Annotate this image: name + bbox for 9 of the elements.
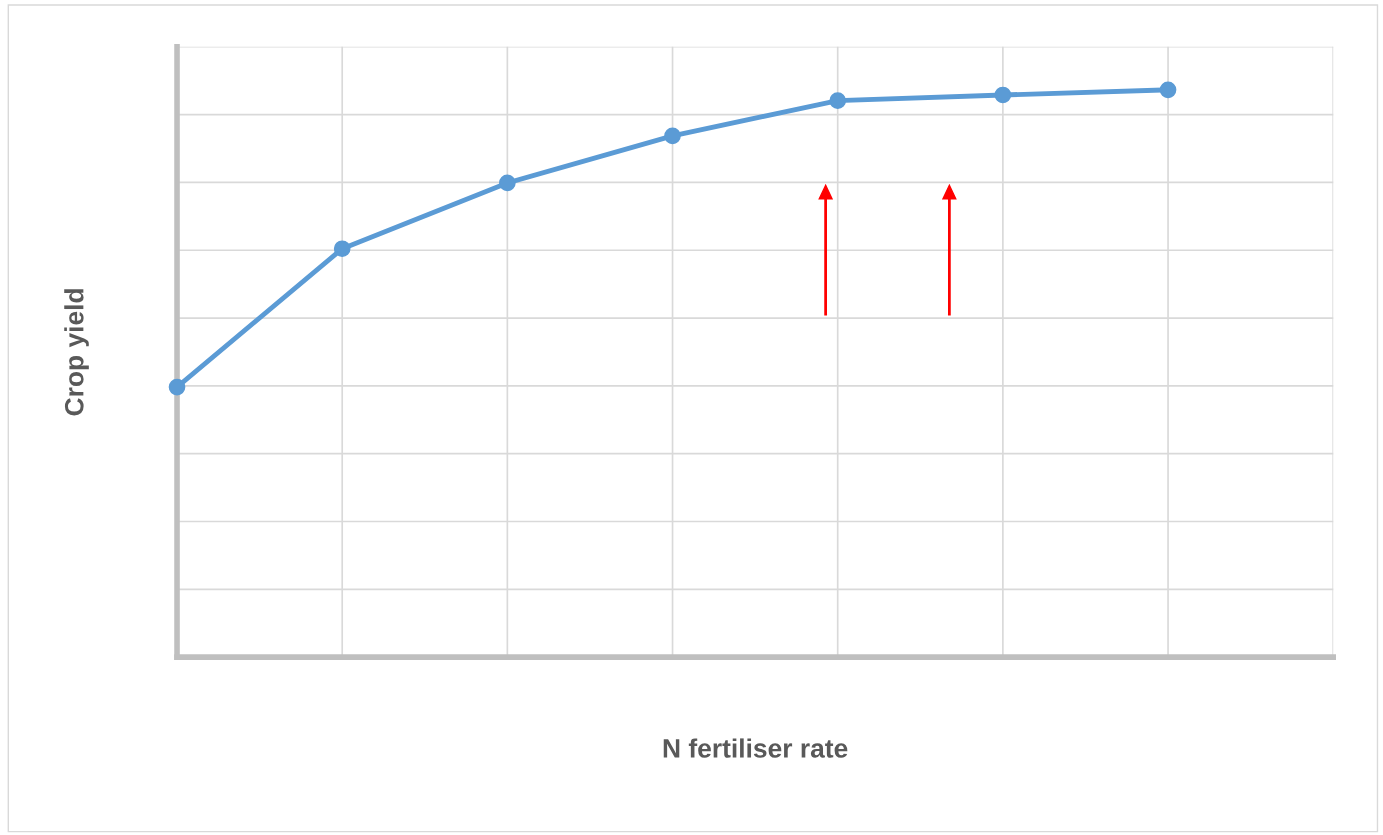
x-axis-title: N fertiliser rate [663, 738, 848, 758]
point [333, 240, 351, 258]
point [664, 127, 681, 145]
point [499, 174, 516, 192]
point [994, 86, 1012, 104]
point [829, 92, 847, 109]
point [168, 378, 186, 396]
point [1159, 81, 1177, 99]
y-axis-title: Crop yield [64, 289, 89, 416]
